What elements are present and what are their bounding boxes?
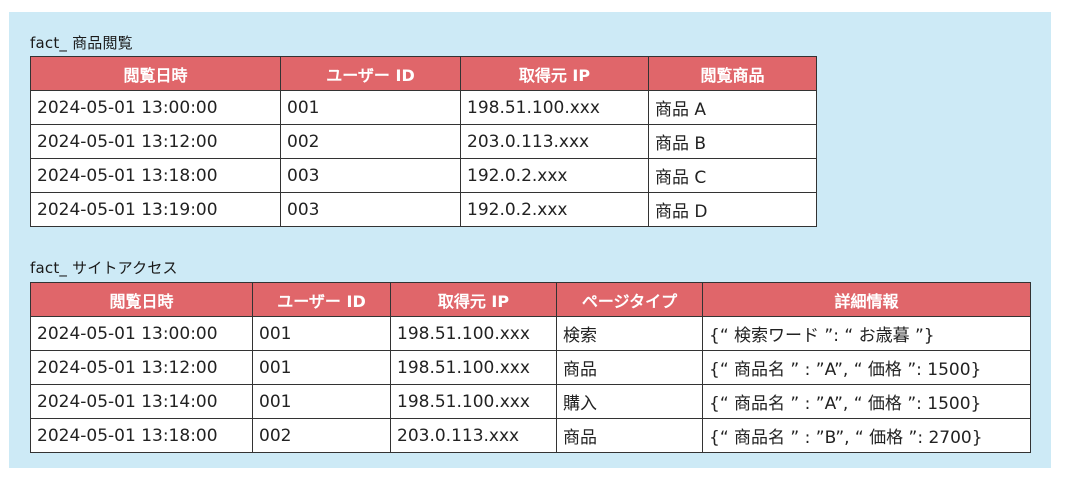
table-row: 2024-05-01 13:00:00 001 198.51.100.xxx 検… <box>30 316 1031 351</box>
table1-caption: fact_ 商品閲覧 <box>30 34 133 52</box>
col-header-view-datetime: 閲覧日時 <box>30 56 281 91</box>
cell-product: 商品 A <box>648 90 817 125</box>
cell-details: {“ 商品名 ” : ”B”, “ 価格 ”: 2700} <box>702 418 1031 453</box>
cell-page-type: 商品 <box>556 350 703 385</box>
cell-details: {“ 商品名 ” : ”A”, “ 価格 ”: 1500} <box>702 384 1031 419</box>
cell-product: 商品 B <box>648 124 817 159</box>
cell-datetime: 2024-05-01 13:12:00 <box>30 350 253 385</box>
cell-source-ip: 198.51.100.xxx <box>460 90 649 125</box>
table-row: 2024-05-01 13:19:00 003 192.0.2.xxx 商品 D <box>30 192 817 227</box>
col-header-user-id: ユーザー ID <box>252 282 391 317</box>
cell-datetime: 2024-05-01 13:00:00 <box>30 316 253 351</box>
col-header-user-id: ユーザー ID <box>280 56 461 91</box>
cell-user-id: 001 <box>252 384 391 419</box>
cell-source-ip: 192.0.2.xxx <box>460 192 649 227</box>
header-row: 閲覧日時 ユーザー ID 取得元 IP ページタイプ 詳細情報 <box>30 282 1031 317</box>
cell-source-ip: 198.51.100.xxx <box>390 350 557 385</box>
cell-source-ip: 192.0.2.xxx <box>460 158 649 193</box>
cell-page-type: 商品 <box>556 418 703 453</box>
cell-datetime: 2024-05-01 13:19:00 <box>30 192 281 227</box>
table-row: 2024-05-01 13:14:00 001 198.51.100.xxx 購… <box>30 384 1031 419</box>
cell-product: 商品 D <box>648 192 817 227</box>
cell-datetime: 2024-05-01 13:00:00 <box>30 90 281 125</box>
cell-details: {“ 検索ワード ”: “ お歳暮 ”} <box>702 316 1031 351</box>
table-row: 2024-05-01 13:18:00 003 192.0.2.xxx 商品 C <box>30 158 817 193</box>
table-row: 2024-05-01 13:00:00 001 198.51.100.xxx 商… <box>30 90 817 125</box>
cell-source-ip: 198.51.100.xxx <box>390 384 557 419</box>
table2-caption: fact_ サイトアクセス <box>30 259 178 277</box>
cell-page-type: 検索 <box>556 316 703 351</box>
cell-user-id: 002 <box>252 418 391 453</box>
cell-datetime: 2024-05-01 13:14:00 <box>30 384 253 419</box>
product-view-table: 閲覧日時 ユーザー ID 取得元 IP 閲覧商品 2024-05-01 13:0… <box>30 56 817 227</box>
cell-datetime: 2024-05-01 13:12:00 <box>30 124 281 159</box>
table-row: 2024-05-01 13:12:00 002 203.0.113.xxx 商品… <box>30 124 817 159</box>
cell-user-id: 001 <box>280 90 461 125</box>
cell-source-ip: 198.51.100.xxx <box>390 316 557 351</box>
cell-datetime: 2024-05-01 13:18:00 <box>30 158 281 193</box>
col-header-viewed-product: 閲覧商品 <box>648 56 817 91</box>
site-access-table: 閲覧日時 ユーザー ID 取得元 IP ページタイプ 詳細情報 2024-05-… <box>30 282 1031 453</box>
cell-page-type: 購入 <box>556 384 703 419</box>
table-row: 2024-05-01 13:18:00 002 203.0.113.xxx 商品… <box>30 418 1031 453</box>
cell-user-id: 001 <box>252 350 391 385</box>
cell-user-id: 003 <box>280 192 461 227</box>
cell-datetime: 2024-05-01 13:18:00 <box>30 418 253 453</box>
cell-source-ip: 203.0.113.xxx <box>390 418 557 453</box>
col-header-source-ip: 取得元 IP <box>460 56 649 91</box>
cell-user-id: 001 <box>252 316 391 351</box>
col-header-view-datetime: 閲覧日時 <box>30 282 253 317</box>
cell-user-id: 002 <box>280 124 461 159</box>
col-header-source-ip: 取得元 IP <box>390 282 557 317</box>
col-header-page-type: ページタイプ <box>556 282 703 317</box>
cell-source-ip: 203.0.113.xxx <box>460 124 649 159</box>
header-row: 閲覧日時 ユーザー ID 取得元 IP 閲覧商品 <box>30 56 817 91</box>
cell-product: 商品 C <box>648 158 817 193</box>
cell-details: {“ 商品名 ” : ”A”, “ 価格 ”: 1500} <box>702 350 1031 385</box>
cell-user-id: 003 <box>280 158 461 193</box>
col-header-details: 詳細情報 <box>702 282 1031 317</box>
table-row: 2024-05-01 13:12:00 001 198.51.100.xxx 商… <box>30 350 1031 385</box>
